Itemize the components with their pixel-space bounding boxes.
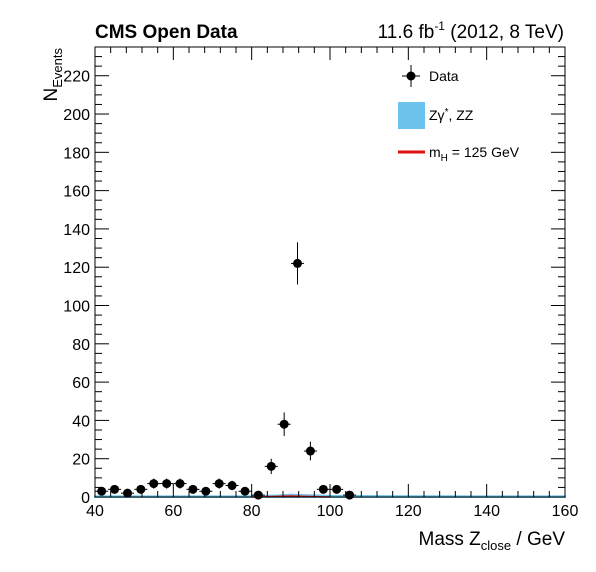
data-point-7 bbox=[186, 484, 200, 494]
y-tick-labels: 0 20 40 60 80 100 120 140 160 180 200 220 bbox=[63, 69, 90, 507]
y-tick-label: 100 bbox=[63, 299, 90, 316]
data-point-marker bbox=[162, 479, 172, 489]
experiment-label: CMS Open Data bbox=[95, 22, 238, 43]
y-axis-title: NEvents bbox=[41, 48, 65, 102]
luminosity-label: 11.6 fb-1 (2012, 8 TeV) bbox=[378, 19, 564, 43]
data-point-19 bbox=[343, 490, 357, 500]
data-point-marker bbox=[175, 479, 185, 489]
plot-frame bbox=[94, 46, 566, 498]
data-point-0 bbox=[95, 486, 109, 496]
data-point-14 bbox=[277, 412, 291, 437]
data-point-11 bbox=[238, 486, 252, 496]
data-point-marker bbox=[201, 486, 211, 496]
data-point-marker bbox=[123, 488, 133, 498]
data-point-16 bbox=[303, 441, 317, 461]
x-tick-label: 100 bbox=[317, 503, 344, 520]
legend-data-marker bbox=[402, 65, 420, 87]
y-tick-label: 80 bbox=[72, 337, 90, 354]
y-tick-label: 220 bbox=[63, 69, 90, 86]
x-tick-label: 140 bbox=[473, 503, 500, 520]
data-point-marker bbox=[292, 258, 302, 268]
data-point-4 bbox=[147, 478, 161, 489]
data-point-marker bbox=[136, 484, 146, 494]
data-point-marker bbox=[227, 481, 237, 491]
data-point-marker bbox=[240, 486, 250, 496]
x-tick-labels: 40 60 80 100 120 140 160 bbox=[86, 503, 578, 520]
data-point-marker bbox=[305, 446, 315, 456]
data-point-8 bbox=[199, 486, 213, 496]
x-tick-label: 120 bbox=[395, 503, 422, 520]
legend: Data Zγ*, ZZ mH = 125 GeV bbox=[398, 65, 520, 164]
data-point-1 bbox=[108, 484, 122, 494]
y-tick-label: 40 bbox=[72, 413, 90, 430]
y-tick-label: 120 bbox=[63, 260, 90, 277]
legend-background-label: Zγ*, ZZ bbox=[429, 107, 474, 123]
data-point-15 bbox=[290, 242, 305, 285]
data-point-marker bbox=[253, 490, 263, 500]
x-tick-label: 80 bbox=[243, 503, 261, 520]
y-tick-label: 0 bbox=[81, 490, 90, 507]
data-point-10 bbox=[225, 480, 239, 491]
legend-data-label: Data bbox=[429, 68, 459, 84]
data-point-marker bbox=[279, 419, 289, 429]
data-point-17 bbox=[316, 484, 330, 494]
x-tick-label: 60 bbox=[164, 503, 182, 520]
data-point-2 bbox=[120, 488, 135, 498]
data-point-marker bbox=[214, 479, 224, 489]
x-tick-label: 40 bbox=[86, 503, 104, 520]
data-point-3 bbox=[134, 484, 148, 494]
legend-signal-label: mH = 125 GeV bbox=[429, 144, 520, 164]
data-layer bbox=[95, 242, 357, 500]
x-axis-title: Mass Zclose / GeV bbox=[419, 529, 566, 553]
data-point-marker bbox=[188, 484, 198, 494]
data-point-9 bbox=[212, 478, 226, 489]
data-point-marker bbox=[97, 486, 107, 496]
data-point-marker bbox=[149, 479, 159, 489]
data-point-marker bbox=[332, 484, 342, 494]
y-tick-label: 180 bbox=[63, 145, 90, 162]
data-point-5 bbox=[160, 478, 174, 489]
data-point-12 bbox=[251, 490, 265, 500]
data-point-18 bbox=[330, 484, 344, 494]
data-point-6 bbox=[173, 478, 187, 489]
data-point-marker bbox=[266, 461, 276, 471]
y-tick-label: 160 bbox=[63, 184, 90, 201]
data-point-marker bbox=[110, 484, 120, 494]
data-point-13 bbox=[264, 458, 278, 475]
y-tick-label: 140 bbox=[63, 222, 90, 239]
x-tick-label: 160 bbox=[552, 503, 579, 520]
data-point-marker bbox=[345, 490, 355, 500]
axis-ticks bbox=[94, 46, 566, 498]
y-tick-label: 20 bbox=[72, 452, 90, 469]
legend-background-swatch bbox=[398, 102, 425, 129]
y-tick-label: 60 bbox=[72, 375, 90, 392]
y-tick-label: 200 bbox=[63, 107, 90, 124]
data-point-marker bbox=[318, 484, 328, 494]
